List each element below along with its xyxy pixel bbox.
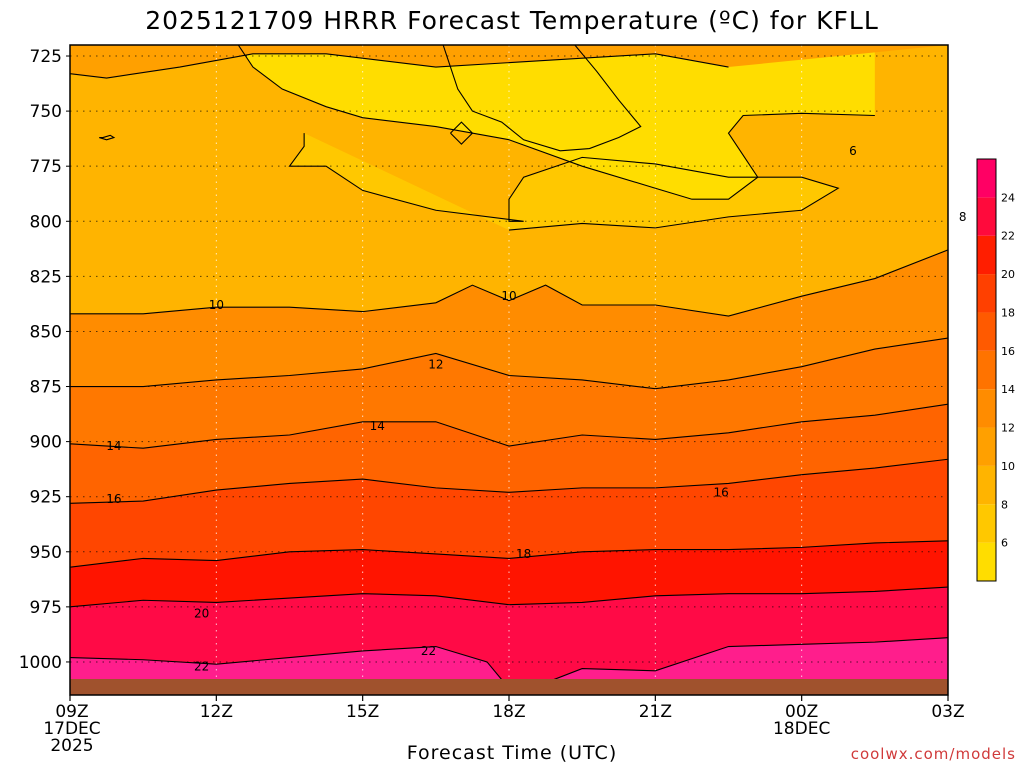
colorbar-label: 18 [1001, 306, 1015, 319]
contour-8-1 [70, 53, 729, 79]
y-tick-label: 850 [30, 322, 62, 342]
contour-label: 8 [959, 210, 967, 224]
y-tick-label: 925 [30, 488, 62, 508]
colorbar: 6 8 10 12 14 16 18 20 22 24 [976, 158, 1015, 582]
colorbar-label: 22 [1001, 230, 1015, 243]
colorbar-segment [977, 312, 996, 351]
y-tick-label: 1000 [19, 653, 62, 673]
band-4-6 [238, 45, 875, 200]
colorbar-segment [977, 427, 996, 466]
y-tick-label: 825 [30, 267, 62, 287]
contour-6-0 [442, 45, 642, 152]
x-tick-label: 18DEC [773, 719, 830, 739]
colorbar-label: 14 [1001, 383, 1015, 396]
x-tick-label: 18Z [492, 702, 525, 722]
colorbar-label: 24 [1001, 191, 1015, 204]
contour-label: 18 [516, 547, 531, 561]
colorbar-label: 8 [1001, 498, 1008, 511]
x-tick-label: 15Z [346, 702, 379, 722]
contour-label: 10 [209, 298, 224, 312]
x-tick-label: 17DEC [43, 719, 100, 739]
colorbar-segment [977, 235, 996, 275]
y-tick-label: 725 [30, 47, 62, 67]
contour-label: 10 [501, 289, 516, 303]
y-axis: 725 750 775 800 825 850 875 900 925 950 975 1000 [19, 47, 70, 673]
colorbar-label: 12 [1001, 422, 1015, 435]
y-tick-label: 800 [30, 212, 62, 232]
colorbar-label: 6 [1001, 537, 1008, 550]
colorbar-segment [977, 197, 996, 236]
y-tick-label: 900 [30, 433, 62, 453]
x-tick-label: 2025 [50, 736, 93, 756]
contour-label: 22 [194, 659, 209, 673]
contour-14-6 [70, 403, 948, 449]
contour-label: 14 [370, 419, 385, 433]
colorbar-frame [976, 158, 997, 582]
x-tick-label: 12Z [200, 702, 233, 722]
y-tick-label: 750 [30, 102, 62, 122]
contour-12-5 [70, 337, 948, 390]
surface-ground [70, 679, 948, 695]
colorbar-label: 20 [1001, 268, 1015, 281]
contour-16-7 [70, 458, 948, 504]
colorbar-segment [977, 389, 996, 428]
contour-8-12 [99, 134, 116, 141]
colorbar-segment [977, 350, 996, 390]
band-6-8 [289, 133, 839, 231]
contour-labels: 6 8 10 10 12 14 14 16 16 18 20 22 22 [106, 144, 966, 674]
colorbar-label: 10 [1001, 460, 1015, 473]
y-tick-label: 875 [30, 378, 62, 398]
colorbar-segment [977, 274, 996, 313]
contour-label: 14 [106, 439, 121, 453]
contour-10-4 [70, 249, 948, 317]
contour-8-2 [237, 45, 875, 200]
contour-8-13 [450, 121, 474, 145]
contour-label: 20 [194, 606, 209, 620]
gridlines [70, 45, 948, 695]
contour-label: 12 [428, 357, 443, 371]
y-tick-label: 950 [30, 543, 62, 563]
x-axis-title: Forecast Time (UTC) [406, 742, 618, 764]
colorbar-segment [977, 465, 996, 505]
x-tick-label: 00Z [785, 702, 818, 722]
contour-label: 16 [106, 492, 121, 506]
colorbar-segment [977, 542, 996, 581]
y-tick-label: 975 [30, 598, 62, 618]
contour-label: 22 [421, 644, 436, 658]
contour-8-3 [288, 133, 840, 231]
band-upper [70, 45, 948, 79]
y-tick-label: 775 [30, 157, 62, 177]
colorbar-label: 16 [1001, 345, 1015, 358]
colorbar-segment [977, 159, 996, 198]
credit-link[interactable]: coolwx.com/models [850, 745, 1016, 763]
chart-title: 2025121709 HRRR Forecast Temperature (ºC… [145, 6, 879, 35]
contour-label: 6 [849, 144, 857, 158]
contour-18-8 [70, 540, 948, 568]
x-tick-label: 21Z [639, 702, 672, 722]
contour-20-9 [70, 586, 948, 608]
x-tick-label: 03Z [931, 702, 964, 722]
colorbar-segment [977, 504, 996, 543]
contour-label: 16 [714, 485, 729, 499]
x-tick-label: 09Z [55, 702, 88, 722]
